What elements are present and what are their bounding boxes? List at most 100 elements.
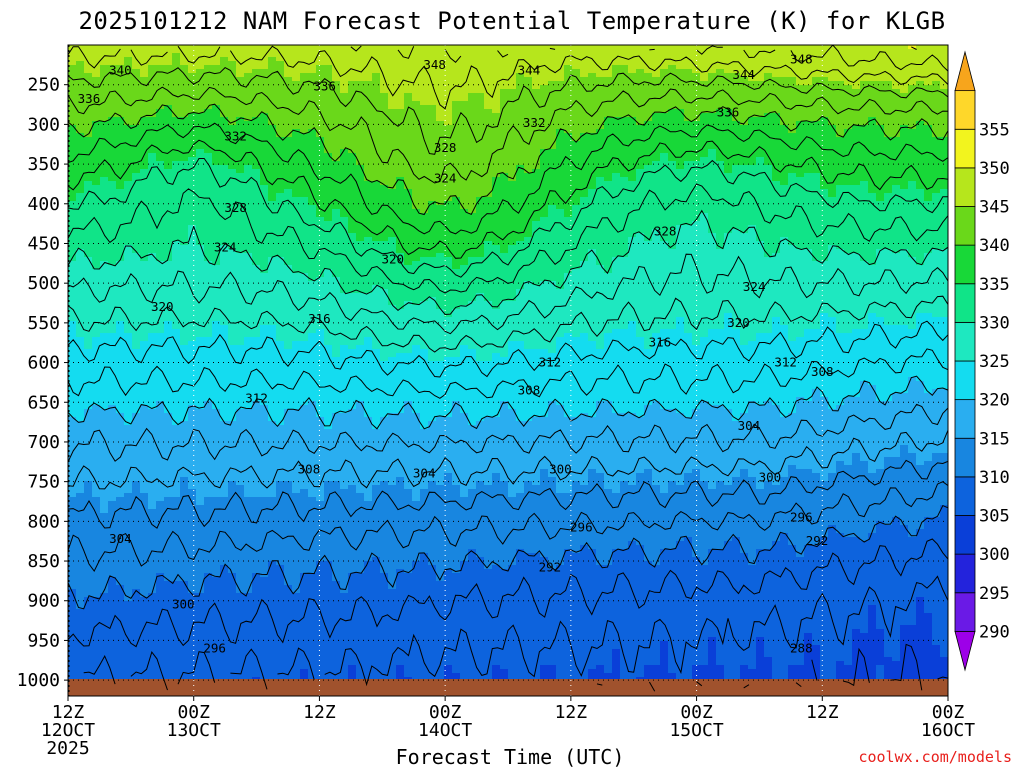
contour-346 <box>68 45 948 110</box>
contour-310 <box>68 504 948 610</box>
y-tick-label: 400 <box>27 194 60 215</box>
contour-label: 340 <box>109 62 132 77</box>
contour-label: 328 <box>224 200 247 215</box>
colorbar-label: 355 <box>979 120 1010 140</box>
colorbar-label: 295 <box>979 584 1010 604</box>
contour-label: 312 <box>539 355 562 370</box>
contour-label: 308 <box>518 382 541 397</box>
contour-304 <box>596 643 948 692</box>
contour-label: 320 <box>381 251 404 266</box>
contour-label: 324 <box>743 279 766 294</box>
contour-322 <box>68 348 948 399</box>
y-tick-label: 950 <box>27 630 60 651</box>
x-tick-label: 16OCT <box>921 720 975 741</box>
contour-label: 336 <box>78 91 101 106</box>
contour-306 <box>83 575 948 691</box>
x-tick-label: 12Z <box>303 702 336 723</box>
colorbar-label: 350 <box>979 159 1010 179</box>
contour-label: 320 <box>151 299 174 314</box>
contour-label: 296 <box>570 520 593 535</box>
contour-338 <box>68 122 948 235</box>
x-axis-label: Forecast Time (UTC) <box>396 745 625 768</box>
colorbar-segment <box>954 437 976 478</box>
contour-318 <box>68 403 948 463</box>
contour-350 <box>911 46 917 50</box>
contour-label: 336 <box>313 78 336 93</box>
contour-label: 332 <box>523 115 546 130</box>
colorbar-segment <box>954 128 976 169</box>
y-tick-label: 750 <box>27 472 60 493</box>
colorbar-label: 320 <box>979 391 1010 411</box>
x-tick-label: 12Z <box>555 702 588 723</box>
y-tick-label: 250 <box>27 75 60 96</box>
contour-label: 308 <box>298 462 321 477</box>
contour-316 <box>68 430 948 490</box>
contour-label: 344 <box>518 62 541 77</box>
colorbar-segment <box>954 283 976 323</box>
contour-label: 288 <box>790 640 813 655</box>
contour-label: 348 <box>790 51 813 66</box>
contour-label: 312 <box>774 355 797 370</box>
colorbar-segment <box>954 360 976 401</box>
colorbar-segment <box>954 244 976 285</box>
colorbar: 290 295 300 305 310 315 320 325 330 335 340 345 350 3… <box>954 50 1010 672</box>
contour-label: 296 <box>203 640 226 655</box>
contour-lines <box>68 45 948 692</box>
y-tick-label: 600 <box>27 353 60 374</box>
colorbar-label: 305 <box>979 507 1010 527</box>
colorbar-segment <box>954 90 976 130</box>
contour-label: 292 <box>539 559 562 574</box>
ground-surface <box>68 679 948 696</box>
y-tick-label: 300 <box>27 114 60 135</box>
y-axis: 250 300 350 400 450 500 550 600 650 700 750 800 850 9… <box>17 75 68 691</box>
contour-label: 336 <box>717 104 740 119</box>
contour-label: 324 <box>434 170 457 185</box>
colorbar-segment <box>954 50 976 92</box>
x-tick-label: 12Z <box>806 702 839 723</box>
x-tick-label: 12OCT <box>41 720 95 741</box>
colorbar-segment <box>954 321 976 362</box>
contour-label: 304 <box>109 531 132 546</box>
contour-labels: 340 336 348 344 336 348 344 336 332 332 328 324 328 3… <box>78 51 834 655</box>
colorbar-label: 340 <box>979 236 1010 256</box>
y-tick-label: 800 <box>27 511 60 532</box>
contour-label: 332 <box>224 128 247 143</box>
colorbar-segment <box>954 167 976 207</box>
colorbar-label: 345 <box>979 198 1010 218</box>
contour-label: 300 <box>172 597 195 612</box>
colorbar-segment <box>954 399 976 439</box>
y-tick-label: 500 <box>27 273 60 294</box>
colorbar-segment <box>954 592 976 632</box>
colorbar-segment <box>954 630 976 672</box>
contour-label: 304 <box>413 466 436 481</box>
color-bands <box>68 45 948 682</box>
colorbar-label: 315 <box>979 429 1010 449</box>
x-tick-label: 00Z <box>680 702 713 723</box>
colorbar-label: 325 <box>979 352 1010 372</box>
contour-label: 324 <box>214 239 237 254</box>
contour-label: 316 <box>649 335 672 350</box>
colorbar-label: 335 <box>979 275 1010 295</box>
contour-label: 344 <box>732 67 755 82</box>
y-tick-label: 700 <box>27 432 60 453</box>
x-tick-label: 12Z <box>52 702 85 723</box>
colorbar-segment <box>954 206 976 246</box>
x-tick-label: 15OCT <box>669 720 723 741</box>
contour-label: 348 <box>423 57 446 72</box>
contour-label: 300 <box>759 470 782 485</box>
y-tick-label: 450 <box>27 233 60 254</box>
x-tick-label: 2025 <box>46 738 89 759</box>
contour-340 <box>68 103 948 216</box>
colorbar-label: 330 <box>979 313 1010 333</box>
x-tick-label: 00Z <box>177 702 210 723</box>
contour-label: 296 <box>790 509 813 524</box>
contour-326 <box>68 295 948 353</box>
credit-text: coolwx.com/models <box>858 748 1012 766</box>
x-tick-label: 00Z <box>429 702 462 723</box>
colorbar-label: 310 <box>979 468 1010 488</box>
contour-label: 328 <box>654 224 677 239</box>
y-tick-label: 350 <box>27 154 60 175</box>
colorbar-segment <box>954 476 976 516</box>
